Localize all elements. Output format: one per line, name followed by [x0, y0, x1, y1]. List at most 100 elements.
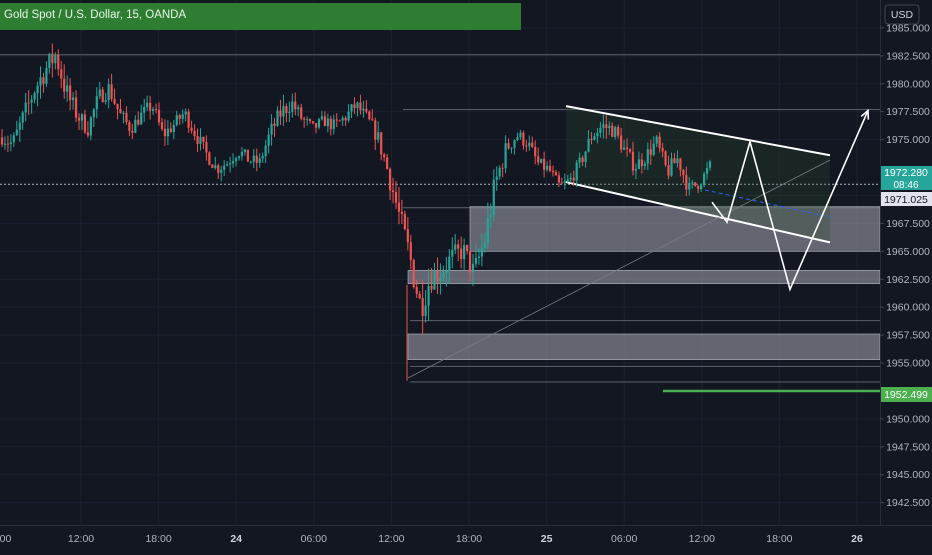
candle-body [270, 123, 273, 135]
candle [80, 113, 84, 131]
candle [199, 128, 202, 151]
candle [471, 253, 475, 286]
candle-body [685, 175, 688, 190]
candle-body [12, 135, 15, 143]
price-zone [407, 333, 881, 360]
candle-body [6, 143, 10, 145]
candle-body [211, 164, 214, 169]
candle-body [291, 101, 294, 112]
candle [311, 121, 315, 125]
candle-body [510, 147, 513, 149]
candle [15, 120, 18, 136]
candle [430, 267, 433, 294]
candle-body [314, 123, 318, 128]
price-line-badge [881, 192, 932, 206]
candle-body [48, 53, 51, 68]
candle-body [409, 242, 412, 260]
candle [631, 141, 635, 176]
candle-body [548, 165, 552, 171]
candle [700, 183, 703, 192]
candle [116, 103, 119, 120]
candle-body [202, 136, 205, 142]
candle-body [71, 97, 75, 101]
candle-body [495, 176, 498, 180]
candle [341, 115, 344, 126]
candle [572, 170, 575, 186]
candle [510, 147, 513, 154]
time-tick-label: 24 [230, 533, 242, 545]
currency-button[interactable] [884, 4, 920, 25]
candle-body [694, 182, 697, 186]
candle [77, 113, 81, 131]
candle [54, 52, 57, 70]
candle-body [104, 100, 107, 102]
candle-body [261, 156, 264, 159]
candle [611, 122, 614, 138]
candle-body [187, 111, 190, 128]
candle [646, 142, 649, 170]
candle [101, 86, 104, 103]
candle [504, 135, 507, 174]
price-tick-label: 1985.000 [886, 22, 930, 34]
candle-body [578, 157, 581, 163]
candle [587, 130, 590, 153]
candle-body [9, 142, 12, 144]
candle-body [356, 102, 359, 109]
candle [522, 130, 525, 150]
candle [525, 139, 528, 152]
candle [480, 233, 483, 267]
candle [134, 115, 137, 134]
candle [86, 121, 90, 138]
candle [620, 127, 623, 153]
candle-body [631, 151, 635, 171]
price-line-label: 1971.025 [884, 194, 928, 206]
candle [220, 165, 223, 182]
candle [3, 136, 7, 150]
candle [584, 151, 587, 168]
candle-body [463, 245, 466, 260]
candle [374, 117, 377, 150]
candle [702, 171, 706, 188]
candle [448, 249, 451, 284]
candle-body [347, 111, 350, 121]
symbol-title: Gold Spot / U.S. Dollar, 15, OANDA [4, 9, 186, 21]
candle [554, 169, 558, 176]
candle-body [137, 119, 140, 125]
candle-body [33, 93, 36, 100]
candle [569, 173, 572, 183]
candle-body [122, 112, 125, 114]
target-price-label: 1952.499 [884, 389, 928, 401]
candle [418, 291, 421, 300]
candle-body [234, 158, 238, 162]
candle [528, 135, 531, 151]
candle [249, 160, 252, 164]
candle [18, 116, 21, 143]
candle-body [403, 213, 406, 230]
time-tick-label: 06:00 [611, 533, 637, 545]
channel-fill [566, 106, 830, 243]
candle-body [264, 145, 267, 157]
candle [163, 119, 167, 146]
price-tick-label: 1950.000 [886, 413, 930, 425]
candle [602, 114, 605, 139]
candle [196, 128, 199, 153]
price-tick-label: 1977.500 [886, 106, 930, 118]
price-tick-label: 1980.000 [886, 78, 930, 90]
candle-body [557, 175, 561, 183]
candle [465, 244, 469, 255]
symbol-banner[interactable] [0, 3, 521, 30]
target-price-badge [881, 387, 932, 402]
candle-body [507, 143, 510, 149]
candle-body [504, 143, 507, 169]
candle [12, 132, 15, 147]
candle [71, 92, 75, 110]
candle [599, 122, 602, 138]
candle [258, 153, 261, 168]
candle [279, 99, 282, 126]
candle-body [119, 109, 122, 114]
time-axis[interactable]: :00 12:00 18:00 24 06:00 12:00 18:00 25 06:00 12:… [0, 525, 932, 546]
candle-body [146, 102, 149, 107]
candle-body [282, 106, 285, 117]
